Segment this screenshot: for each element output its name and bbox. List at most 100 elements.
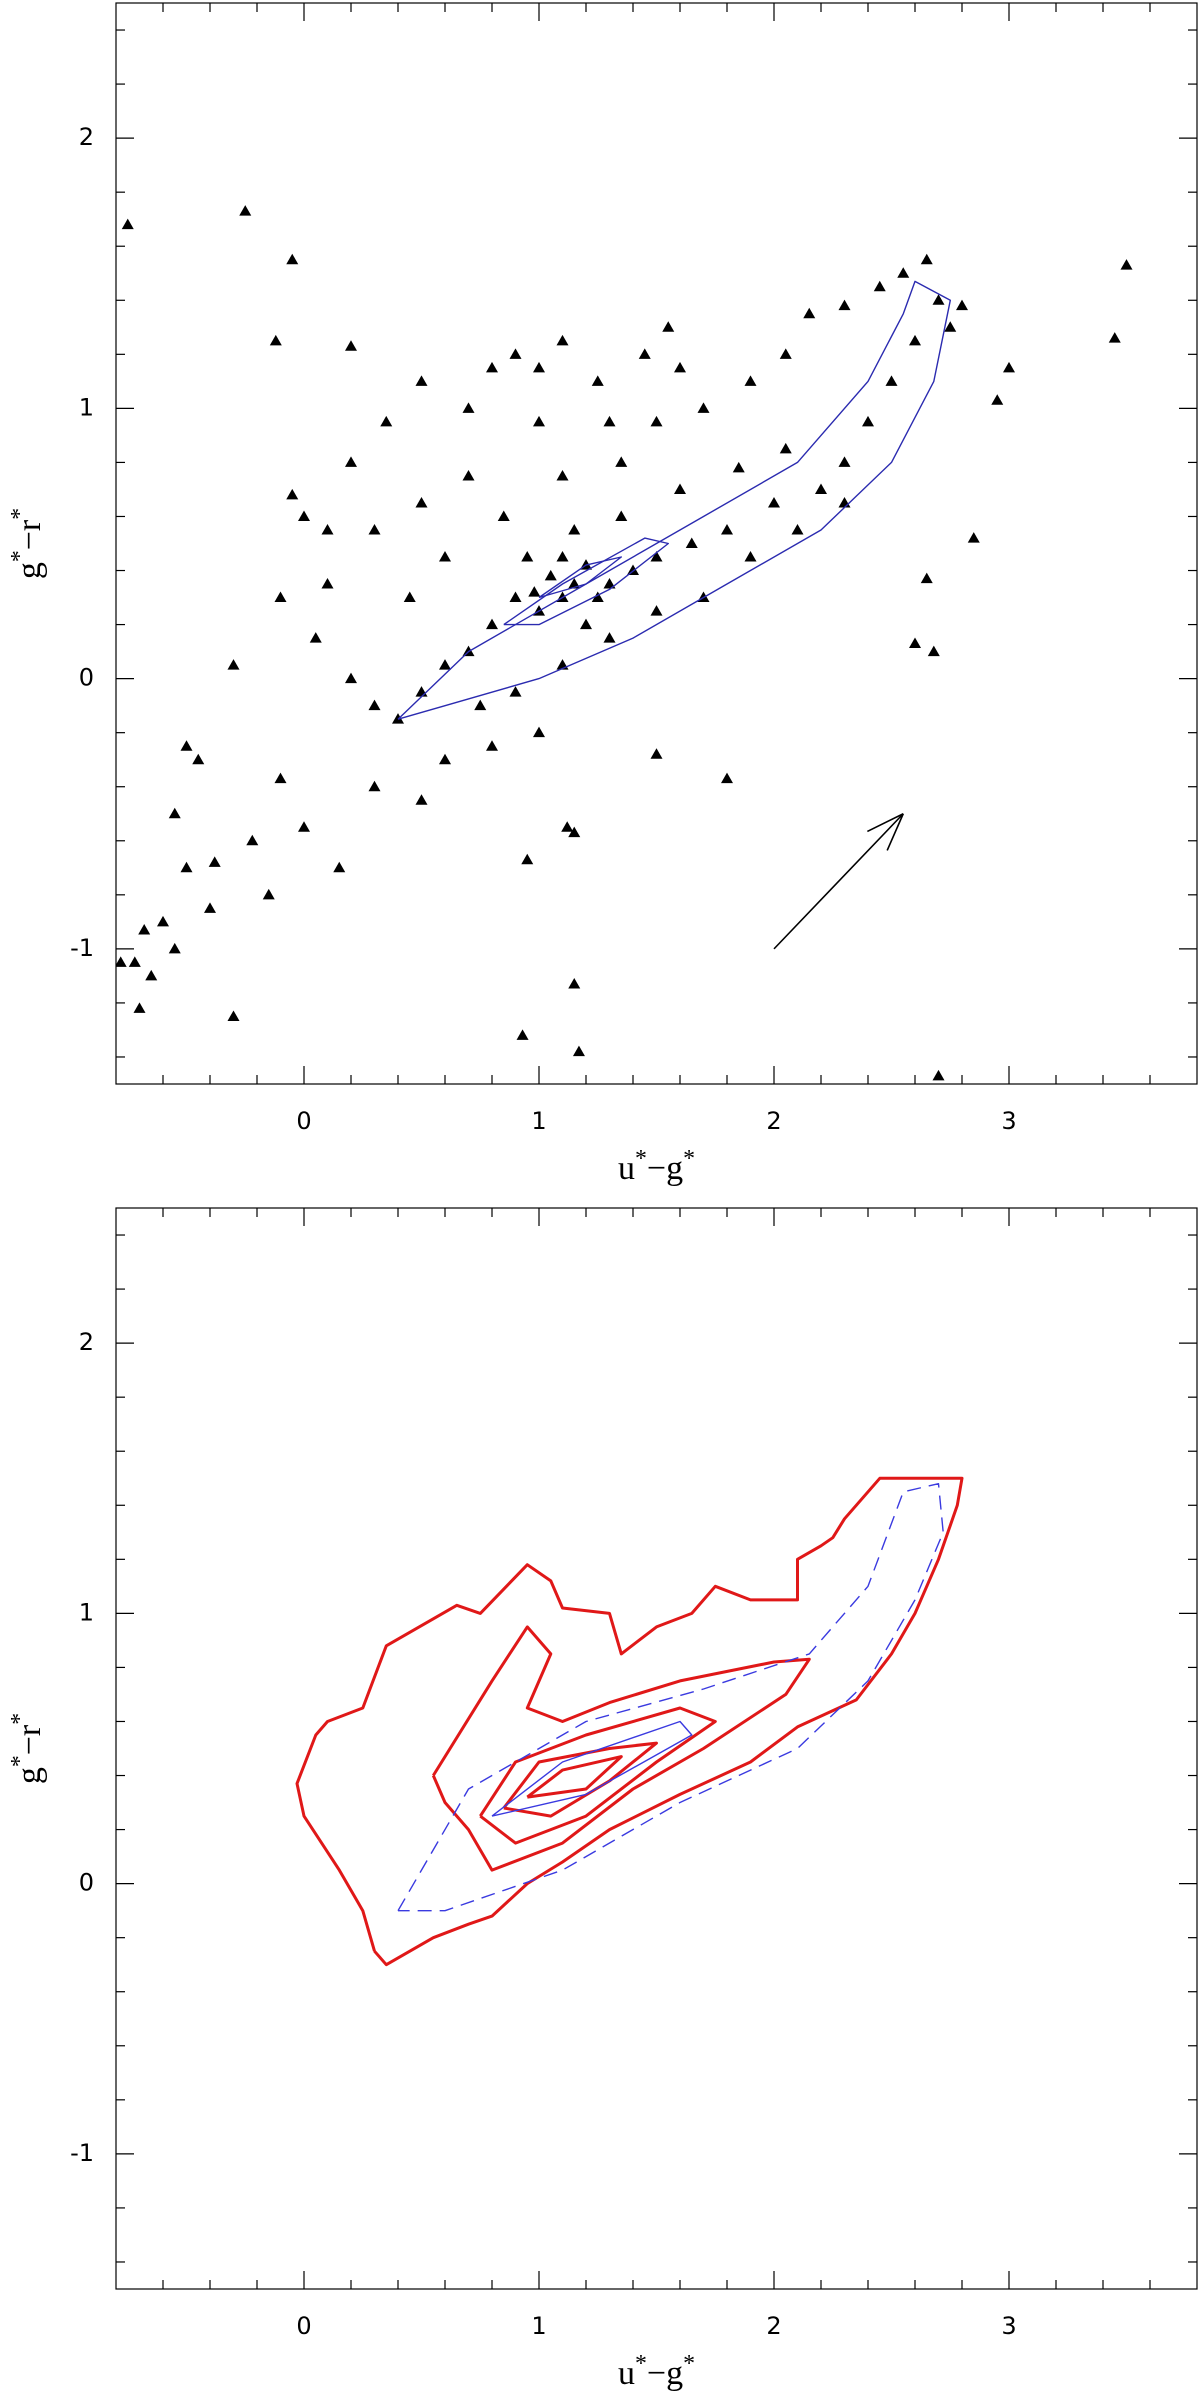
y-axis-label: g*−r* xyxy=(7,1713,48,1784)
scatter-point xyxy=(744,551,757,562)
scatter-point xyxy=(497,510,510,521)
scatter-point xyxy=(544,569,557,581)
scatter-point xyxy=(462,402,475,413)
scatter-point xyxy=(591,591,604,603)
contour-line xyxy=(397,1483,944,1912)
scatter-point xyxy=(157,915,169,927)
scatter-point xyxy=(650,748,663,759)
scatter-point xyxy=(909,334,921,346)
x-tick-label: 1 xyxy=(531,1107,546,1135)
y-tick-label: 1 xyxy=(79,393,94,421)
arrow-shaft xyxy=(773,813,904,950)
scatter-point xyxy=(345,456,357,467)
contour-line xyxy=(502,1741,658,1818)
x-axis-label: u*−g* xyxy=(618,2351,695,2392)
scatter-point xyxy=(509,686,522,697)
scatter-point xyxy=(227,659,240,670)
scatter-point xyxy=(650,605,663,616)
scatter-point xyxy=(1120,259,1133,270)
scatter-point xyxy=(838,299,851,311)
scatter-point xyxy=(415,794,428,805)
x-tick-label: 3 xyxy=(1001,1107,1016,1135)
x-tick-label: 2 xyxy=(766,1107,781,1135)
plot-frame xyxy=(115,2,1198,1085)
scatter-point xyxy=(309,632,322,643)
scatter-point xyxy=(368,699,381,711)
scatter-point xyxy=(486,361,498,373)
scatter-point xyxy=(650,415,663,427)
scatter-point xyxy=(615,510,628,521)
scatter-point xyxy=(533,361,545,373)
scatter-point xyxy=(286,253,299,265)
scatter-point xyxy=(991,394,1004,405)
contour-line xyxy=(431,1625,811,1872)
scatter-point xyxy=(909,637,921,648)
scatter-point xyxy=(556,469,569,481)
scatter-point xyxy=(415,686,428,697)
scatter-point xyxy=(180,861,193,873)
scatter-point xyxy=(873,280,886,292)
x-tick-label: 3 xyxy=(1001,2312,1016,2340)
scatter-point xyxy=(815,483,827,494)
scatter-point xyxy=(580,618,592,630)
scatter-point xyxy=(246,834,259,846)
scatter-point xyxy=(262,888,275,900)
scatter-point xyxy=(944,321,957,332)
scatter-point xyxy=(333,861,346,873)
scatter-point xyxy=(269,334,282,346)
scatter-point xyxy=(556,334,569,346)
scatter-point xyxy=(927,645,940,657)
scatter-point xyxy=(180,740,193,751)
y-tick-label: 2 xyxy=(79,123,94,151)
scatter-point xyxy=(572,1045,585,1057)
x-tick-label: 0 xyxy=(296,1107,311,1135)
scatter-point xyxy=(298,821,310,832)
scatter-point xyxy=(956,299,968,311)
scatter-point xyxy=(486,618,498,630)
y-tick-label: 0 xyxy=(79,664,94,692)
scatter-point xyxy=(932,294,945,305)
scatter-point xyxy=(528,586,541,597)
contour-line xyxy=(295,1476,964,1967)
scatter-point xyxy=(568,826,581,838)
scatter-point xyxy=(838,496,851,508)
scatter-point xyxy=(439,659,451,670)
scatter-point xyxy=(561,821,574,832)
scatter-point xyxy=(168,807,181,819)
scatter-point xyxy=(380,415,393,427)
y-axis-label: g*−r* xyxy=(7,508,48,579)
contour-line xyxy=(538,556,622,599)
scatter-point xyxy=(533,415,545,427)
contour-line xyxy=(503,537,669,626)
scatter-point xyxy=(133,1002,146,1013)
scatter-point xyxy=(368,523,381,535)
scatter-point xyxy=(516,1029,529,1040)
scatter-point xyxy=(862,415,874,427)
scatter-point xyxy=(192,753,205,765)
scatter-point xyxy=(1108,332,1121,343)
scatter-point xyxy=(603,632,616,643)
scatter-point xyxy=(627,564,639,576)
scatter-point xyxy=(345,672,357,684)
scatter-point xyxy=(967,532,980,543)
scatter-point xyxy=(568,523,581,535)
scatter-point xyxy=(286,488,299,500)
panel: 0 1 2 3 -1 0 1 2 u*−g* g*−r* xyxy=(7,1207,1198,2392)
scatter-point xyxy=(533,726,545,738)
scatter-point xyxy=(462,469,475,481)
contour-line xyxy=(491,1720,693,1817)
scatter-point xyxy=(138,923,151,935)
scatter-point xyxy=(768,496,780,508)
y-tick-label: 2 xyxy=(79,1328,94,1356)
scatter-point xyxy=(439,753,451,765)
scatter-point xyxy=(521,551,534,562)
scatter-point xyxy=(638,348,651,359)
scatter-point xyxy=(932,1069,945,1081)
scatter-point xyxy=(321,578,334,589)
scatter-point xyxy=(509,348,522,359)
scatter-point xyxy=(591,375,604,386)
scatter-point xyxy=(145,969,158,981)
scatter-point xyxy=(920,253,933,265)
scatter-point xyxy=(121,218,134,230)
